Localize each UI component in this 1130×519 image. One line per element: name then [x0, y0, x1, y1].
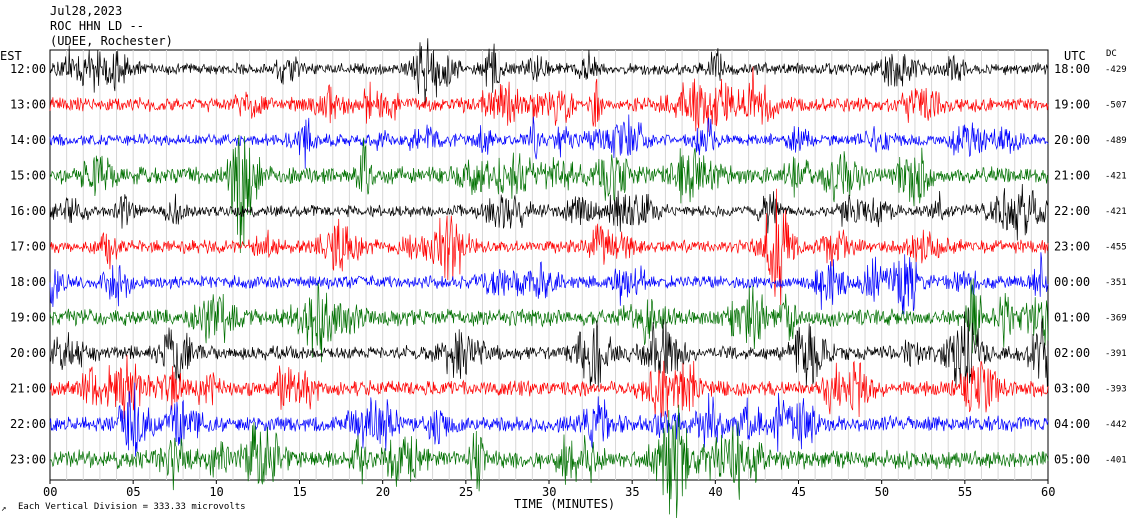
dc-axis-title: DC: [1106, 49, 1117, 59]
vertical-grid: [66, 50, 1032, 480]
x-tick-label: 50: [875, 485, 889, 499]
utc-label: 04:00: [1054, 417, 1090, 431]
est-label: 22:00: [10, 417, 46, 431]
est-label: 13:00: [10, 98, 46, 112]
utc-label: 01:00: [1054, 311, 1090, 325]
utc-axis-title: UTC: [1064, 49, 1086, 63]
header-station: ROC HHN LD --: [50, 19, 144, 33]
x-tick-label: 35: [625, 485, 639, 499]
est-label: 15:00: [10, 169, 46, 183]
seismogram-traces: [49, 38, 1049, 519]
x-tick-label: 60: [1041, 485, 1055, 499]
trace-row-1200: [49, 38, 1049, 106]
est-label: 16:00: [10, 204, 46, 218]
dc-value: -401: [1105, 456, 1127, 466]
trace-row-1900: [49, 278, 1049, 363]
est-label: 19:00: [10, 311, 46, 325]
dc-value: -421: [1105, 172, 1127, 182]
dc-value: -429: [1105, 65, 1127, 75]
est-label: 14:00: [10, 133, 46, 147]
dc-value: -369: [1105, 314, 1127, 324]
utc-label: 00:00: [1054, 275, 1090, 289]
x-tick-label: 45: [792, 485, 806, 499]
dc-value: -391: [1105, 349, 1127, 359]
utc-label: 02:00: [1054, 346, 1090, 360]
est-label: 18:00: [10, 275, 46, 289]
trace-row-1400: [49, 114, 1049, 169]
header-date: Jul28,2023: [50, 4, 122, 18]
x-tick-label: 20: [376, 485, 390, 499]
dc-value: -455: [1105, 243, 1127, 253]
est-label: 20:00: [10, 346, 46, 360]
dc-value: -351: [1105, 278, 1127, 288]
x-tick-label: 55: [958, 485, 972, 499]
x-tick-label: 40: [708, 485, 722, 499]
x-axis-ticks: 00 05 10 15 20 25 30 35 40 45 50 55 60: [43, 480, 1055, 499]
trace-row-1300: [49, 66, 1049, 133]
trace-row-1500: [49, 134, 1049, 254]
est-label: 12:00: [10, 62, 46, 76]
dc-value: -442: [1105, 420, 1127, 430]
trace-row-1600: [49, 183, 1049, 241]
utc-label: 22:00: [1054, 204, 1090, 218]
est-label: 21:00: [10, 382, 46, 396]
utc-label: 05:00: [1054, 453, 1090, 467]
dc-value: -421: [1105, 207, 1127, 217]
utc-label: 03:00: [1054, 382, 1090, 396]
trace-row-2300: [49, 404, 1049, 519]
trace-row-2100: [49, 354, 1049, 420]
x-tick-label: 30: [542, 485, 556, 499]
x-tick-label: 10: [209, 485, 223, 499]
header-network: (UDEE, Rochester): [50, 34, 173, 48]
est-label: 17:00: [10, 240, 46, 254]
scale-footnote: Each Vertical Division = 333.33 microvol…: [18, 502, 246, 512]
x-tick-label: 15: [293, 485, 307, 499]
utc-label: 21:00: [1054, 169, 1090, 183]
scale-footnote-icon: ↗: [1, 504, 6, 514]
dc-value: -393: [1105, 385, 1127, 395]
utc-label: 20:00: [1054, 133, 1090, 147]
x-axis-title: TIME (MINUTES): [514, 497, 615, 511]
dc-value: -489: [1105, 136, 1127, 146]
trace-row-2200: [49, 382, 1049, 457]
trace-row-1800: [49, 252, 1049, 315]
utc-label: 19:00: [1054, 98, 1090, 112]
utc-label: 23:00: [1054, 240, 1090, 254]
row-labels: 12:00 18:00 -429 13:00 19:00 -507 14:00 20:00 -4…: [10, 62, 1127, 467]
utc-label: 18:00: [1054, 62, 1090, 76]
x-tick-label: 25: [459, 485, 473, 499]
dc-value: -507: [1105, 101, 1127, 111]
est-axis-title: EST: [0, 49, 22, 63]
trace-row-2000: [49, 307, 1049, 388]
x-tick-label: 00: [43, 485, 57, 499]
est-label: 23:00: [10, 453, 46, 467]
x-tick-label: 05: [126, 485, 140, 499]
trace-row-1700: [49, 188, 1049, 306]
